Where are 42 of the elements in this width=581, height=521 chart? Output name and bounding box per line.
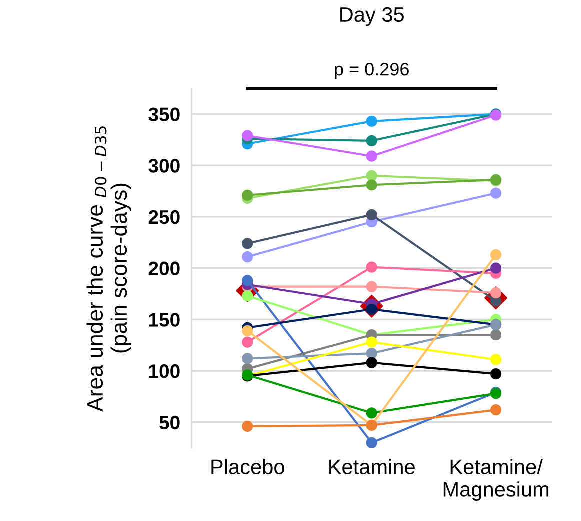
point <box>366 135 378 147</box>
x-tick-label: Ketamine/ Magnesium <box>444 459 549 502</box>
point <box>242 238 254 250</box>
text: p = 0.296 <box>335 62 409 80</box>
point <box>366 262 378 273</box>
point <box>366 150 378 162</box>
point <box>242 420 254 432</box>
point <box>490 368 502 380</box>
point <box>490 354 502 366</box>
point <box>242 275 254 286</box>
point <box>366 357 378 368</box>
point <box>366 336 378 348</box>
point <box>366 348 378 360</box>
y-axis-title: Area under the curve $_{D0−D35}$ (pain score-days) <box>86 126 132 412</box>
point <box>242 353 254 364</box>
point <box>490 249 502 261</box>
y-tick-label: 250 <box>148 210 180 224</box>
point <box>490 188 502 199</box>
point <box>366 116 378 127</box>
point <box>366 209 378 220</box>
point <box>366 180 378 191</box>
point <box>490 404 502 416</box>
y-tick-label: 150 <box>149 313 180 327</box>
point <box>242 336 254 348</box>
point <box>242 251 254 263</box>
y-tick-label: 350 <box>148 108 180 122</box>
point <box>242 190 254 201</box>
y-tick-label: 200 <box>148 262 180 276</box>
y-tick-label: 50 <box>160 416 180 430</box>
point <box>242 130 254 142</box>
point <box>490 262 502 274</box>
y-tick-label: 300 <box>148 159 180 173</box>
point <box>366 170 378 182</box>
y-tick-label: 100 <box>149 364 180 378</box>
point <box>366 437 378 448</box>
x-tick-label: Placebo <box>212 459 284 474</box>
x-tick-label: Ketamine <box>330 459 415 474</box>
point <box>366 281 378 292</box>
point <box>242 325 254 337</box>
point <box>490 330 502 341</box>
point <box>366 408 378 419</box>
chart-title: Day 35 <box>340 7 404 26</box>
